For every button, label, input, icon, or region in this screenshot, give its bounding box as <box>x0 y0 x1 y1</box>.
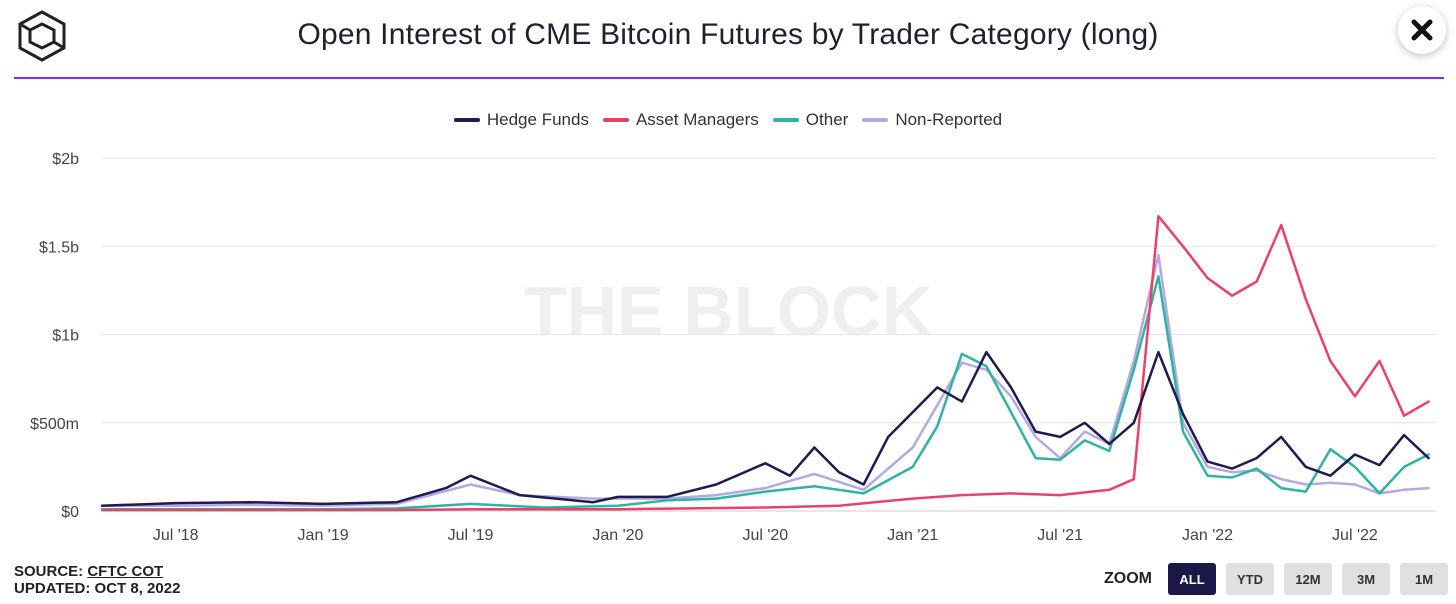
legend-label: Other <box>805 110 849 129</box>
close-icon <box>1411 19 1433 41</box>
legend-label: Non-Reported <box>895 110 1003 129</box>
legend-swatch <box>602 118 629 122</box>
x-tick-label: Jan '21 <box>887 527 938 544</box>
zoom-3m-button[interactable]: 3M <box>1342 563 1390 595</box>
series-line-hedge-funds <box>100 350 1430 507</box>
source-link[interactable]: CFTC COT <box>87 563 164 580</box>
series-line-asset-managers <box>100 214 1430 512</box>
zoom-1m-button[interactable]: 1M <box>1400 563 1448 595</box>
y-tick-label: $1.5b <box>39 239 79 256</box>
legend-label: Asset Managers <box>635 110 759 129</box>
the-block-logo <box>14 8 70 64</box>
close-button[interactable] <box>1398 6 1446 54</box>
legend-item-asset-managers[interactable]: Asset Managers <box>602 110 759 130</box>
legend-item-non-reported[interactable]: Non-Reported <box>862 110 1002 130</box>
source-label: SOURCE: <box>14 563 84 580</box>
zoom-label: ZOOM <box>1104 570 1152 587</box>
legend-item-hedge-funds[interactable]: Hedge Funds <box>453 110 589 130</box>
legend-swatch <box>772 118 799 122</box>
x-tick-label: Jul '19 <box>448 527 494 544</box>
header-divider <box>14 77 1444 79</box>
x-tick-label: Jul '18 <box>153 527 199 544</box>
watermark: THE BLOCK <box>524 272 932 350</box>
legend-swatch <box>862 118 889 122</box>
y-tick-label: $0 <box>61 504 79 521</box>
chart-header: Open Interest of CME Bitcoin Futures by … <box>0 0 1456 78</box>
zoom-ytd-button[interactable]: YTD <box>1226 563 1274 595</box>
line-chart: THE BLOCK $0 $500m $1b $1.5b $2b Jul '18 Jan '1… <box>30 151 1436 544</box>
x-tick-label: Jan '19 <box>298 527 349 544</box>
x-tick-label: Jul '21 <box>1037 527 1083 544</box>
y-tick-label: $2b <box>52 151 79 168</box>
x-tick-label: Jul '20 <box>742 527 788 544</box>
legend-label: Hedge Funds <box>486 110 589 129</box>
zoom-12m-button[interactable]: 12M <box>1284 563 1332 595</box>
legend-swatch <box>453 118 480 122</box>
x-tick-label: Jan '20 <box>592 527 643 544</box>
updated-date: UPDATED: OCT 8, 2022 <box>14 580 181 597</box>
y-tick-label: $500m <box>30 416 79 433</box>
legend-item-other[interactable]: Other <box>772 110 849 130</box>
series-line-other <box>100 275 1430 511</box>
chart-title: Open Interest of CME Bitcoin Futures by … <box>297 18 1159 51</box>
zoom-controls: ZOOM ALL YTD 12M 3M 1M <box>1104 563 1448 595</box>
x-tick-label: Jul '22 <box>1332 527 1378 544</box>
source-info: SOURCE: CFTC COT UPDATED: OCT 8, 2022 <box>14 563 180 597</box>
series-line-non-reported <box>100 253 1430 507</box>
zoom-all-button[interactable]: ALL <box>1168 563 1216 595</box>
x-tick-label: Jan '22 <box>1182 527 1233 544</box>
chart-legend: Hedge Funds Asset Managers Other Non-Rep… <box>0 110 1456 130</box>
y-tick-label: $1b <box>52 328 79 345</box>
